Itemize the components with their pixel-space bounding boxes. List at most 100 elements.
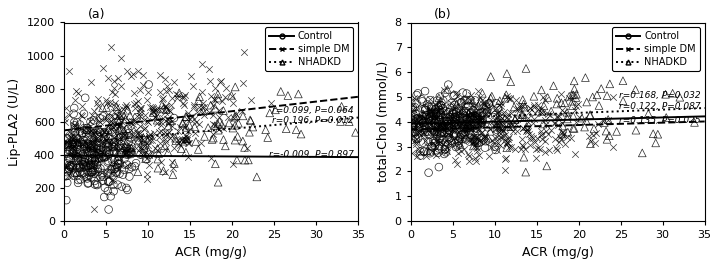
Point (168, 161, 180, 166)
Point (63, 142, 75, 146)
Point (149, 146, 161, 150)
Point (229, 115, 240, 119)
Point (86, 152, 97, 156)
Point (86, 156, 98, 160)
Point (444, 136, 455, 140)
Point (174, 125, 186, 129)
Point (538, 104, 549, 108)
Point (434, 142, 446, 146)
Point (78, 160, 90, 164)
Point (102, 127, 114, 132)
Point (425, 110, 436, 114)
Point (446, 126, 457, 130)
Point (410, 125, 422, 130)
Point (63, 167, 75, 171)
Point (540, 98, 552, 103)
Point (111, 151, 122, 156)
Point (472, 136, 483, 141)
Point (71, 170, 82, 174)
Point (500, 132, 511, 137)
Point (517, 112, 528, 117)
Point (451, 91, 462, 95)
Point (164, 119, 176, 123)
Point (179, 124, 191, 129)
Point (503, 144, 515, 149)
Point (78, 144, 90, 148)
Point (113, 144, 125, 148)
Point (106, 156, 117, 161)
Point (487, 108, 499, 112)
Point (689, 120, 701, 125)
Point (436, 125, 448, 130)
Point (444, 105, 456, 110)
Point (435, 134, 446, 138)
Point (467, 108, 479, 113)
Point (436, 126, 448, 130)
Point (447, 124, 459, 128)
Point (161, 104, 172, 108)
Point (177, 139, 189, 143)
Point (474, 114, 485, 119)
Point (568, 126, 580, 131)
Point (138, 136, 149, 140)
Point (493, 120, 505, 124)
Point (518, 102, 529, 106)
Point (454, 124, 465, 128)
Point (230, 123, 241, 127)
Point (426, 144, 437, 149)
Point (471, 140, 482, 145)
Point (178, 101, 189, 105)
Point (592, 122, 603, 126)
Point (63, 148, 75, 152)
Point (433, 137, 445, 141)
Point (464, 123, 475, 127)
Point (125, 74, 137, 78)
Point (93, 143, 104, 148)
Point (466, 115, 477, 119)
Point (427, 123, 438, 127)
Point (191, 110, 202, 114)
Point (213, 127, 225, 131)
Point (89, 168, 100, 172)
Point (137, 136, 148, 141)
Point (83, 128, 94, 132)
Point (95, 175, 107, 179)
Point (120, 186, 132, 190)
Point (444, 117, 456, 121)
Point (425, 122, 436, 126)
Point (107, 183, 119, 187)
Point (463, 159, 474, 164)
Point (134, 124, 145, 128)
Point (68, 123, 79, 127)
Point (490, 136, 501, 140)
Point (182, 111, 194, 115)
Point (122, 108, 133, 112)
Point (81, 150, 93, 154)
Point (134, 146, 145, 150)
Point (103, 179, 114, 184)
Point (222, 115, 234, 119)
Point (469, 134, 480, 138)
Point (117, 146, 129, 150)
Point (445, 140, 456, 144)
Point (69, 142, 81, 146)
Point (92, 170, 104, 174)
Point (168, 116, 180, 120)
Point (492, 141, 503, 145)
Point (109, 92, 121, 96)
Point (171, 92, 182, 96)
Point (69, 137, 81, 141)
Point (536, 137, 548, 141)
Point (407, 124, 418, 128)
Point (492, 106, 503, 111)
Point (536, 88, 547, 92)
Point (239, 145, 251, 150)
Point (454, 119, 466, 123)
Point (163, 124, 174, 128)
Point (524, 106, 536, 110)
Point (545, 128, 557, 132)
Point (457, 108, 469, 112)
Point (492, 135, 503, 139)
Point (76, 164, 88, 168)
Point (551, 148, 562, 152)
